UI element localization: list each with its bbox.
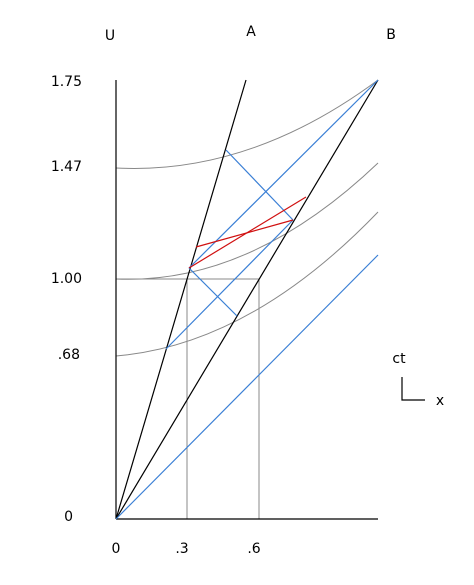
hyperbola bbox=[115, 162, 379, 280]
key-label: x bbox=[436, 393, 444, 409]
frame-label: B bbox=[386, 27, 396, 43]
frame-label: A bbox=[246, 24, 256, 40]
light-ray bbox=[188, 79, 379, 269]
hyperbola bbox=[115, 211, 379, 357]
light-ray bbox=[225, 149, 294, 221]
light-ray bbox=[165, 219, 294, 350]
time-label: 1.00 bbox=[51, 271, 82, 287]
light-ray bbox=[115, 254, 379, 520]
axes-key bbox=[401, 377, 425, 401]
space-label: 0 bbox=[112, 541, 121, 557]
hyperbola bbox=[115, 79, 379, 169]
b-worldline bbox=[115, 79, 379, 520]
space-label: .6 bbox=[247, 541, 260, 557]
time-label: 0 bbox=[64, 509, 73, 525]
a-worldline bbox=[115, 79, 247, 520]
space-label: .3 bbox=[175, 541, 188, 557]
time-label: 1.75 bbox=[51, 74, 82, 90]
key-label: ct bbox=[392, 351, 406, 367]
time-label: 1.47 bbox=[51, 159, 82, 175]
light-ray bbox=[188, 267, 238, 317]
time-label: .68 bbox=[58, 347, 80, 363]
simultaneity-line bbox=[195, 219, 294, 248]
frame-label: U bbox=[105, 28, 115, 44]
